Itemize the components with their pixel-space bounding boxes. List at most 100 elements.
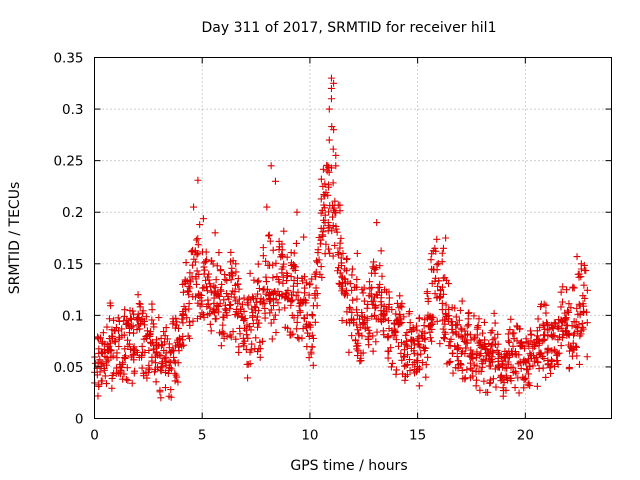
data-point xyxy=(394,321,402,329)
data-point xyxy=(494,330,502,338)
data-point xyxy=(309,334,317,342)
data-point xyxy=(195,292,203,300)
data-point xyxy=(219,321,227,329)
data-point xyxy=(269,261,277,269)
data-point xyxy=(136,325,144,333)
data-point xyxy=(580,281,588,289)
data-point xyxy=(194,235,202,243)
data-point xyxy=(308,343,316,351)
data-point-peak xyxy=(267,162,275,170)
data-point xyxy=(491,334,499,342)
data-point xyxy=(371,304,379,312)
data-point xyxy=(99,359,107,367)
data-point xyxy=(294,288,302,296)
data-point xyxy=(322,240,330,248)
data-point xyxy=(308,311,316,319)
data-point xyxy=(372,263,380,271)
data-point xyxy=(478,360,486,368)
data-point xyxy=(536,323,544,331)
data-point xyxy=(182,306,190,314)
data-point xyxy=(308,331,316,339)
data-point xyxy=(255,277,263,285)
data-point xyxy=(147,328,155,336)
data-point xyxy=(511,347,519,355)
data-point xyxy=(217,287,225,295)
data-point xyxy=(134,310,142,318)
data-point xyxy=(251,303,259,311)
data-point xyxy=(130,369,138,377)
data-point xyxy=(254,260,262,268)
data-point xyxy=(554,350,562,358)
data-point xyxy=(130,329,138,337)
data-point xyxy=(167,393,175,401)
data-point xyxy=(306,321,314,329)
data-point xyxy=(175,347,183,355)
data-point xyxy=(217,266,225,274)
data-point xyxy=(162,324,170,332)
data-point-peak xyxy=(190,203,198,211)
data-point xyxy=(206,320,214,328)
data-point xyxy=(254,323,262,331)
data-point xyxy=(243,331,251,339)
data-point xyxy=(173,318,181,326)
data-point xyxy=(354,347,362,355)
data-point xyxy=(319,228,327,236)
data-point xyxy=(464,309,472,317)
data-point xyxy=(231,288,239,296)
data-point xyxy=(135,353,143,361)
data-point xyxy=(422,361,430,369)
data-point xyxy=(487,342,495,350)
data-point xyxy=(127,345,135,353)
data-point xyxy=(388,359,396,367)
y-tick-label: 0 xyxy=(75,412,84,428)
data-point xyxy=(214,291,222,299)
data-point xyxy=(500,379,508,387)
data-point xyxy=(101,372,109,380)
data-point xyxy=(275,306,283,314)
data-point xyxy=(263,285,271,293)
data-point xyxy=(438,258,446,266)
data-point xyxy=(278,291,286,299)
data-point xyxy=(458,366,466,374)
data-point xyxy=(97,360,105,368)
data-point xyxy=(142,313,150,321)
data-point xyxy=(400,352,408,360)
data-point xyxy=(174,378,182,386)
data-point xyxy=(130,356,138,364)
data-point xyxy=(120,313,128,321)
data-point xyxy=(140,369,148,377)
data-point xyxy=(221,275,229,283)
data-point xyxy=(552,348,560,356)
data-point xyxy=(520,376,528,384)
data-point xyxy=(470,335,478,343)
data-point xyxy=(380,307,388,315)
data-point xyxy=(449,329,457,337)
data-point xyxy=(429,313,437,321)
data-point xyxy=(372,303,380,311)
data-point xyxy=(141,349,149,357)
data-point xyxy=(392,317,400,325)
data-point xyxy=(440,290,448,298)
data-point xyxy=(226,305,234,313)
data-point xyxy=(174,359,182,367)
data-point xyxy=(309,312,317,320)
data-point xyxy=(94,392,102,400)
data-point xyxy=(409,324,417,332)
data-point xyxy=(287,273,295,281)
data-point xyxy=(136,300,144,308)
data-point xyxy=(488,327,496,335)
data-point xyxy=(436,340,444,348)
data-point xyxy=(406,367,414,375)
data-point xyxy=(536,337,544,345)
data-point xyxy=(368,283,376,291)
data-point xyxy=(579,325,587,333)
data-point xyxy=(511,384,519,392)
data-point xyxy=(341,265,349,273)
data-point xyxy=(358,313,366,321)
data-point xyxy=(516,325,524,333)
data-point xyxy=(422,373,430,381)
data-point-peak xyxy=(373,219,381,227)
data-point xyxy=(198,309,206,317)
data-point xyxy=(248,340,256,348)
